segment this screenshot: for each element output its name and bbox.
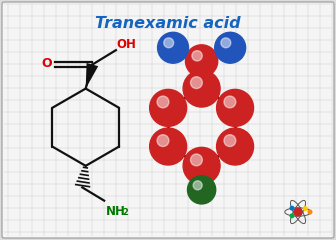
Circle shape (221, 38, 231, 48)
Circle shape (150, 90, 186, 126)
Circle shape (217, 128, 254, 165)
Circle shape (158, 32, 188, 63)
Circle shape (215, 32, 246, 63)
Text: 2: 2 (122, 208, 128, 217)
Circle shape (191, 154, 202, 166)
Circle shape (183, 147, 220, 184)
Circle shape (187, 176, 216, 204)
Circle shape (191, 77, 202, 89)
Circle shape (290, 206, 294, 210)
Circle shape (224, 135, 236, 146)
Text: OH: OH (116, 38, 136, 51)
Circle shape (185, 45, 218, 77)
Circle shape (193, 181, 202, 190)
Circle shape (224, 96, 236, 108)
Circle shape (157, 96, 169, 108)
Circle shape (157, 135, 169, 146)
Text: O: O (42, 57, 52, 70)
Circle shape (294, 208, 302, 216)
Circle shape (164, 38, 174, 48)
Circle shape (192, 51, 202, 61)
Circle shape (150, 128, 186, 165)
Text: NH: NH (106, 205, 126, 218)
Polygon shape (86, 63, 98, 89)
FancyBboxPatch shape (2, 2, 334, 238)
Circle shape (303, 207, 307, 210)
Circle shape (308, 210, 312, 214)
Circle shape (217, 90, 254, 126)
Circle shape (183, 70, 220, 107)
Circle shape (290, 214, 294, 218)
Text: Tranexamic acid: Tranexamic acid (95, 16, 241, 30)
